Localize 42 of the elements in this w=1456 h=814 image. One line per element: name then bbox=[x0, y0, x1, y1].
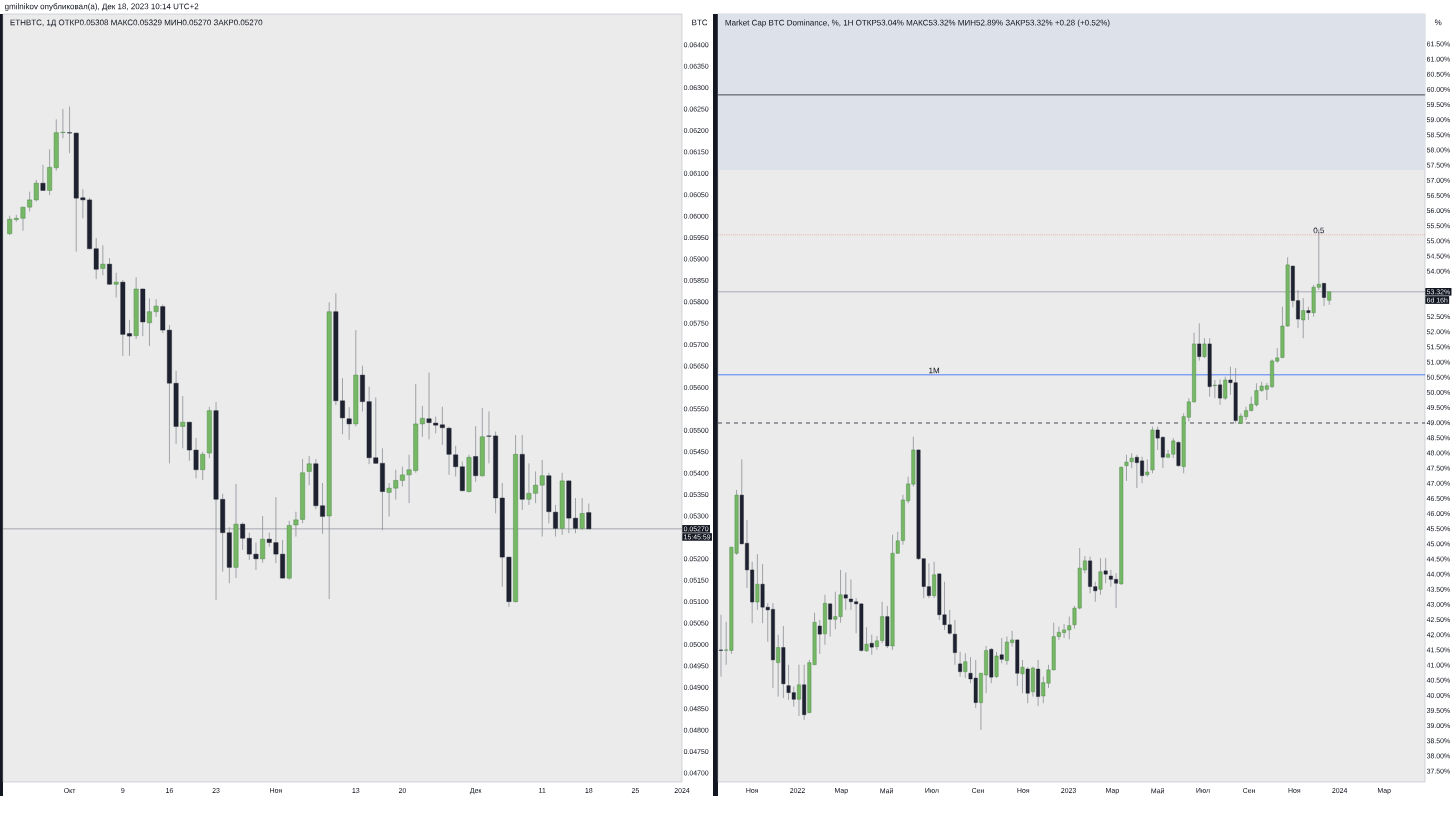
candlestick bbox=[963, 652, 968, 679]
candlestick bbox=[958, 651, 963, 677]
candlestick bbox=[1145, 458, 1150, 478]
candlestick bbox=[932, 561, 937, 599]
candlestick bbox=[1098, 557, 1103, 596]
candlestick bbox=[999, 637, 1004, 664]
text: ETHBTC, 1Д ОТКР0.05308 МАКС0.05329 МИН0.05270 ЗАКР0.05270 bbox=[10, 19, 263, 27]
candlestick bbox=[1301, 297, 1306, 339]
chart-subtitle: gmilnikov опубликовал(а), Дек 18, 2023 10:14 UTC+2 bbox=[4, 3, 199, 11]
candlestick bbox=[994, 651, 999, 679]
candlestick bbox=[1030, 666, 1035, 697]
candlestick bbox=[776, 634, 781, 697]
candlestick bbox=[306, 455, 312, 486]
candlestick bbox=[719, 614, 723, 677]
candlestick bbox=[869, 634, 874, 656]
candlestick bbox=[113, 272, 119, 298]
candlestick bbox=[473, 425, 479, 483]
y-axis-title: % bbox=[1434, 19, 1442, 26]
y-axis-title: BTC bbox=[692, 19, 708, 26]
candlestick bbox=[1218, 378, 1222, 406]
candlestick bbox=[1306, 306, 1311, 321]
candlestick bbox=[180, 395, 186, 449]
candlestick bbox=[1176, 441, 1181, 468]
candlestick bbox=[828, 602, 833, 637]
candlestick bbox=[107, 257, 112, 286]
annotation: 1M bbox=[929, 367, 940, 374]
candlestick bbox=[817, 619, 822, 655]
candlestick bbox=[953, 619, 957, 666]
candlestick bbox=[1197, 322, 1202, 361]
candlestick bbox=[1202, 337, 1207, 359]
candlestick bbox=[100, 244, 106, 276]
candlestick bbox=[797, 664, 801, 717]
candlestick bbox=[40, 164, 46, 191]
candlestick bbox=[1103, 557, 1108, 584]
annotation: 0.5 bbox=[1313, 227, 1325, 234]
candlestick bbox=[1020, 659, 1025, 694]
candlestick bbox=[1212, 379, 1217, 399]
text: Market Cap BTC Dominance, %, 1Н ОТКР53.04% МАКС53.32% МИН52.89% ЗАКР53.32% +0.28 (+0.52%) bbox=[725, 19, 1110, 28]
candlestick bbox=[200, 451, 206, 481]
candlestick bbox=[755, 553, 760, 611]
candlestick bbox=[1223, 376, 1228, 401]
candlestick bbox=[864, 626, 869, 653]
